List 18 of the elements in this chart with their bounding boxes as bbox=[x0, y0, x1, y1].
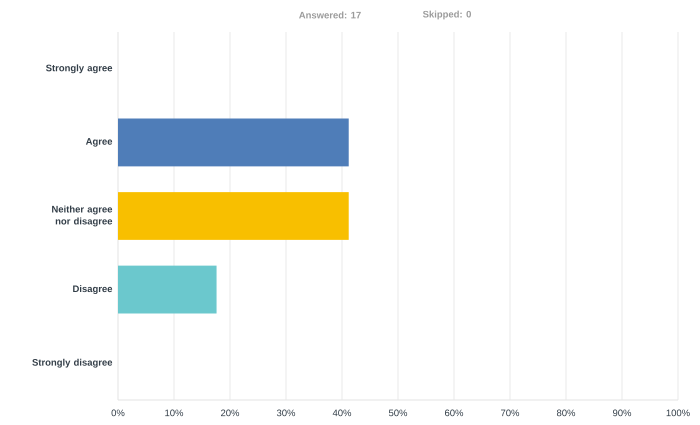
x-tick-label: 20% bbox=[221, 410, 240, 416]
x-tick-label: 50% bbox=[388, 410, 408, 416]
x-tick-label: 30% bbox=[276, 410, 296, 416]
x-tick-label: 70% bbox=[501, 410, 520, 416]
x-tick-label: 60% bbox=[445, 410, 464, 416]
x-tick-label: 100% bbox=[666, 410, 690, 416]
y-tick-label: Agree bbox=[86, 138, 112, 147]
text: Skipped: 0 bbox=[422, 10, 471, 20]
y-tick-label: Disagree bbox=[73, 285, 112, 294]
text: Answered: 17 bbox=[299, 12, 361, 18]
y-tick-label: Strongly agree bbox=[46, 64, 112, 74]
y-tick-label: Neither agree nor disagree bbox=[52, 206, 112, 226]
x-tick-label: 0% bbox=[112, 410, 124, 416]
y-tick-label: Strongly disagree bbox=[32, 358, 112, 368]
x-tick-label: 10% bbox=[165, 410, 184, 416]
x-tick-label: 80% bbox=[556, 410, 576, 416]
x-tick-label: 90% bbox=[612, 410, 632, 416]
x-tick-label: 40% bbox=[332, 410, 352, 416]
